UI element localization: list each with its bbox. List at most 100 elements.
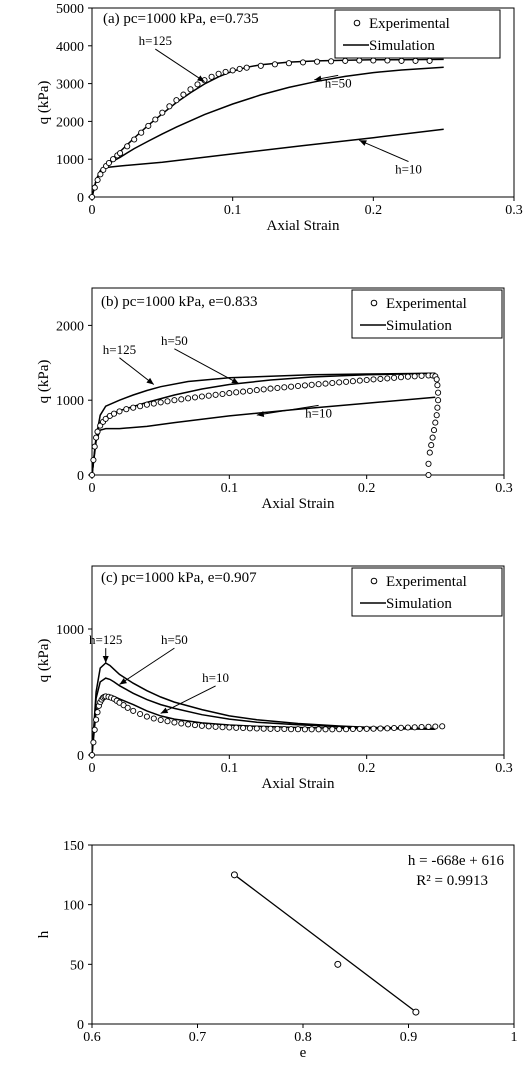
experimental-point xyxy=(105,159,112,167)
annotation-arrow xyxy=(174,348,240,385)
plot-frame xyxy=(91,565,505,756)
experimental-point xyxy=(308,726,315,733)
experimental-series xyxy=(88,372,442,479)
annotation-arrow xyxy=(119,357,155,385)
annotation-arrowhead xyxy=(314,75,322,82)
experimental-point xyxy=(150,715,157,722)
experimental-point xyxy=(425,471,432,479)
experimental-point xyxy=(384,57,391,64)
experimental-point xyxy=(281,384,288,391)
x-tick-label: 1 xyxy=(511,1030,518,1045)
experimental-point xyxy=(94,709,101,716)
experimental-point xyxy=(329,726,336,733)
experimental-point xyxy=(253,725,260,732)
trendline-r2: R² = 0.9913 xyxy=(416,873,488,889)
experimental-point xyxy=(356,725,363,732)
experimental-point xyxy=(271,61,278,68)
y-axis-label: q (kPa) xyxy=(36,360,52,404)
y-tick-label: 1000 xyxy=(56,623,84,638)
experimental-point xyxy=(432,723,439,730)
experimental-series xyxy=(88,693,446,759)
experimental-point xyxy=(124,143,131,150)
experimental-point xyxy=(315,726,322,733)
experimental-point xyxy=(91,726,98,733)
experimental-point xyxy=(152,116,159,123)
experimental-point xyxy=(150,400,157,407)
experimental-point xyxy=(198,393,205,400)
experimental-point xyxy=(219,390,226,398)
x-tick-label: 0.8 xyxy=(294,1030,312,1045)
experimental-point xyxy=(430,427,438,434)
experimental-point xyxy=(299,59,307,66)
experimental-point xyxy=(219,724,226,731)
x-axis-label: Axial Strain xyxy=(262,776,335,792)
experimental-point xyxy=(274,384,281,392)
experimental-point xyxy=(171,719,178,726)
experimental-point xyxy=(145,122,152,129)
y-tick-label: 0 xyxy=(77,749,84,764)
experimental-point xyxy=(294,726,302,733)
legend-marker-experimental xyxy=(353,19,361,27)
experimental-point xyxy=(349,725,356,733)
experimental-point xyxy=(294,382,302,390)
y-tick-label: 0 xyxy=(77,1018,84,1033)
experimental-point xyxy=(91,443,98,450)
experimental-point xyxy=(243,64,250,71)
legend: Experimental Simulation xyxy=(351,289,503,339)
experimental-point xyxy=(434,404,441,411)
y-axis-label: q (kPa) xyxy=(36,81,52,125)
annotation-arrowhead xyxy=(197,75,205,82)
experimental-point xyxy=(384,375,391,382)
experimental-point xyxy=(157,399,164,406)
chart-panel-a: 0 0.1 0.2 0.3 0 1000 2000 3000 4000 5000 Axial Str… xyxy=(36,2,523,234)
experimental-point xyxy=(257,62,264,69)
legend-label-simulation: Simulation xyxy=(386,318,452,334)
legend-label-experimental: Experimental xyxy=(386,296,467,312)
experimental-point xyxy=(215,70,222,77)
trendline xyxy=(234,874,417,1013)
experimental-point xyxy=(370,725,377,732)
experimental-point xyxy=(137,403,144,410)
experimental-point xyxy=(301,726,308,733)
experimental-point xyxy=(131,136,138,143)
experimental-point xyxy=(102,415,109,422)
annotation-arrow xyxy=(256,404,319,416)
experimental-point xyxy=(130,404,137,411)
experimental-point xyxy=(194,81,201,88)
x-tick-label: 0.7 xyxy=(189,1030,207,1045)
experimental-point xyxy=(363,376,370,384)
experimental-point xyxy=(435,389,442,396)
annotation-label: h=50 xyxy=(161,632,188,647)
experimental-point xyxy=(322,726,329,733)
annotation-arrow xyxy=(160,685,216,714)
x-tick-label: 0 xyxy=(89,481,96,496)
experimental-point xyxy=(439,723,446,730)
experimental-point xyxy=(429,434,436,441)
panel-title: (b) pc=1000 kPa, e=0.833 xyxy=(101,294,257,310)
x-tick-label: 0.9 xyxy=(400,1030,418,1045)
experimental-point xyxy=(94,176,101,184)
experimental-point xyxy=(88,193,96,201)
x-tick-label: 0.6 xyxy=(83,1030,101,1045)
legend-label-simulation: Simulation xyxy=(369,38,435,54)
experimental-point xyxy=(88,751,96,759)
experimental-point xyxy=(288,726,295,733)
experimental-point xyxy=(412,57,419,64)
simulation-line-h-50 xyxy=(91,66,444,198)
x-tick-label: 0.2 xyxy=(358,481,376,496)
experimental-point xyxy=(178,720,185,727)
x-axis-label: Axial Strain xyxy=(262,496,335,512)
experimental-point xyxy=(404,373,411,380)
experimental-point xyxy=(116,408,123,415)
plot-area xyxy=(230,871,420,1016)
x-tick-label: 0.2 xyxy=(365,203,383,218)
experimental-point xyxy=(212,723,219,730)
experimental-point xyxy=(137,710,144,718)
experimental-point xyxy=(240,388,247,395)
experimental-point xyxy=(426,449,433,456)
experimental-point xyxy=(267,385,274,392)
legend-label-simulation: Simulation xyxy=(386,596,452,612)
experimental-point xyxy=(246,387,253,394)
simulation-line-h-125 xyxy=(91,662,436,756)
experimental-point xyxy=(432,419,439,426)
